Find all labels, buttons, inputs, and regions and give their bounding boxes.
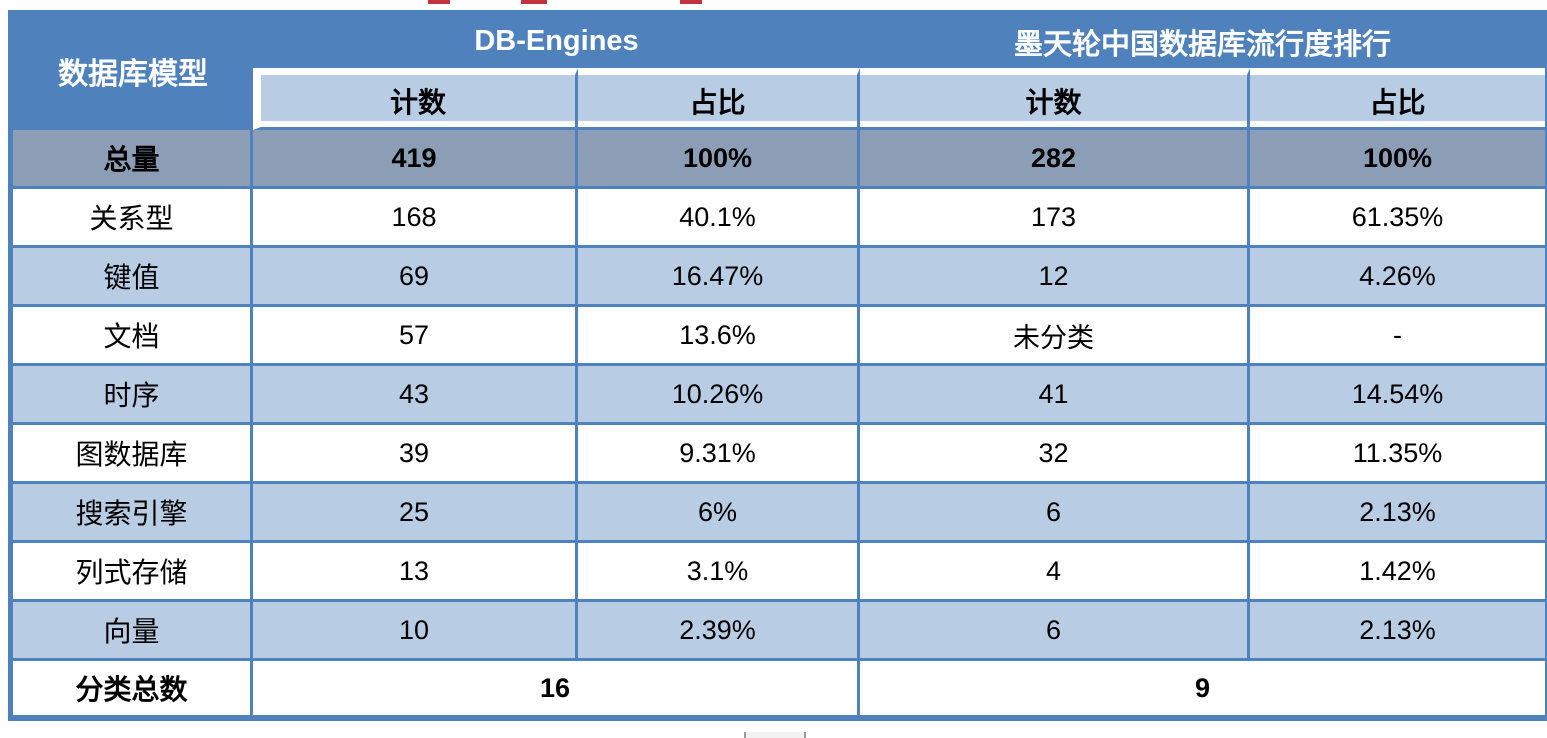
- table-row: 时序 43 10.26% 41 14.54%: [13, 366, 1546, 425]
- table-row: 键值 69 16.47% 12 4.26%: [13, 248, 1546, 307]
- cell-db-count: 39: [253, 425, 578, 484]
- table-row: 搜索引擎 25 6% 6 2.13%: [13, 484, 1546, 543]
- table-row: 关系型 168 40.1% 173 61.35%: [13, 189, 1546, 248]
- cell-db-count: 25: [253, 484, 578, 543]
- cell-mo-count: 4: [860, 543, 1250, 602]
- cell-db-count: 419: [253, 130, 578, 189]
- cell-mo-count: 未分类: [860, 307, 1250, 366]
- row-label: 文档: [13, 307, 253, 366]
- cell-db-pct: 100%: [578, 130, 860, 189]
- subheader-mo-count: 计数: [860, 68, 1250, 130]
- cell-db-category-total: 16: [253, 661, 860, 715]
- cropped-red-text-artifact: [521, 0, 547, 4]
- cell-mo-count: 173: [860, 189, 1250, 248]
- cell-mo-count: 6: [860, 484, 1250, 543]
- cell-mo-pct: 100%: [1250, 130, 1546, 189]
- cell-db-pct: 16.47%: [578, 248, 860, 307]
- database-model-comparison-table: 数据库模型 DB-Engines 墨天轮中国数据库流行度排行 计数 占比 计数 …: [8, 10, 1547, 721]
- row-header-database-model: 数据库模型: [13, 15, 253, 130]
- cell-db-count: 43: [253, 366, 578, 425]
- table-row: 向量 10 2.39% 6 2.13%: [13, 602, 1546, 661]
- cell-db-pct: 10.26%: [578, 366, 860, 425]
- column-group-motianlun-ranking: 墨天轮中国数据库流行度排行: [860, 15, 1546, 69]
- cell-db-count: 168: [253, 189, 578, 248]
- row-label: 时序: [13, 366, 253, 425]
- cell-mo-count: 12: [860, 248, 1250, 307]
- row-label: 关系型: [13, 189, 253, 248]
- cell-mo-pct: 2.13%: [1250, 484, 1546, 543]
- cropped-red-text-artifact: [428, 0, 450, 4]
- row-label: 键值: [13, 248, 253, 307]
- subheader-mo-pct: 占比: [1250, 68, 1546, 130]
- row-label: 列式存储: [13, 543, 253, 602]
- row-label: 图数据库: [13, 425, 253, 484]
- cell-mo-pct: 61.35%: [1250, 189, 1546, 248]
- cell-mo-category-total: 9: [860, 661, 1546, 715]
- subheader-db-pct: 占比: [578, 68, 860, 130]
- cell-db-count: 57: [253, 307, 578, 366]
- cell-mo-count: 6: [860, 602, 1250, 661]
- row-label: 总量: [13, 130, 253, 189]
- row-label: 向量: [13, 602, 253, 661]
- cell-mo-count: 32: [860, 425, 1250, 484]
- cell-mo-count: 282: [860, 130, 1250, 189]
- cell-db-count: 69: [253, 248, 578, 307]
- row-label: 分类总数: [13, 661, 253, 715]
- column-group-db-engines: DB-Engines: [253, 15, 860, 69]
- cell-mo-pct: -: [1250, 307, 1546, 366]
- table-row: 列式存储 13 3.1% 4 1.42%: [13, 543, 1546, 602]
- subheader-db-count: 计数: [253, 68, 578, 130]
- cell-db-pct: 2.39%: [578, 602, 860, 661]
- header-group-row: 数据库模型 DB-Engines 墨天轮中国数据库流行度排行: [13, 15, 1546, 130]
- cell-db-pct: 9.31%: [578, 425, 860, 484]
- cell-mo-pct: 11.35%: [1250, 425, 1546, 484]
- subheader-row: 计数 占比 计数 占比: [13, 68, 1546, 130]
- cell-db-pct: 6%: [578, 484, 860, 543]
- cell-mo-pct: 4.26%: [1250, 248, 1546, 307]
- cell-db-count: 13: [253, 543, 578, 602]
- cropped-red-text-artifact: [680, 0, 702, 4]
- table-row: 文档 57 13.6% 未分类 -: [13, 307, 1546, 366]
- cell-mo-count: 41: [860, 366, 1250, 425]
- cell-db-pct: 3.1%: [578, 543, 860, 602]
- table-row: 图数据库 39 9.31% 32 11.35%: [13, 425, 1546, 484]
- table-row-category-totals: 分类总数 16 9: [13, 661, 1546, 715]
- cell-db-pct: 13.6%: [578, 307, 860, 366]
- cell-mo-pct: 14.54%: [1250, 366, 1546, 425]
- row-label: 搜索引擎: [13, 484, 253, 543]
- cropped-scrollbar-artifact: [744, 732, 806, 738]
- cell-mo-pct: 1.42%: [1250, 543, 1546, 602]
- cell-db-pct: 40.1%: [578, 189, 860, 248]
- table-row-total: 总量 419 100% 282 100%: [13, 130, 1546, 189]
- cell-mo-pct: 2.13%: [1250, 602, 1546, 661]
- cell-db-count: 10: [253, 602, 578, 661]
